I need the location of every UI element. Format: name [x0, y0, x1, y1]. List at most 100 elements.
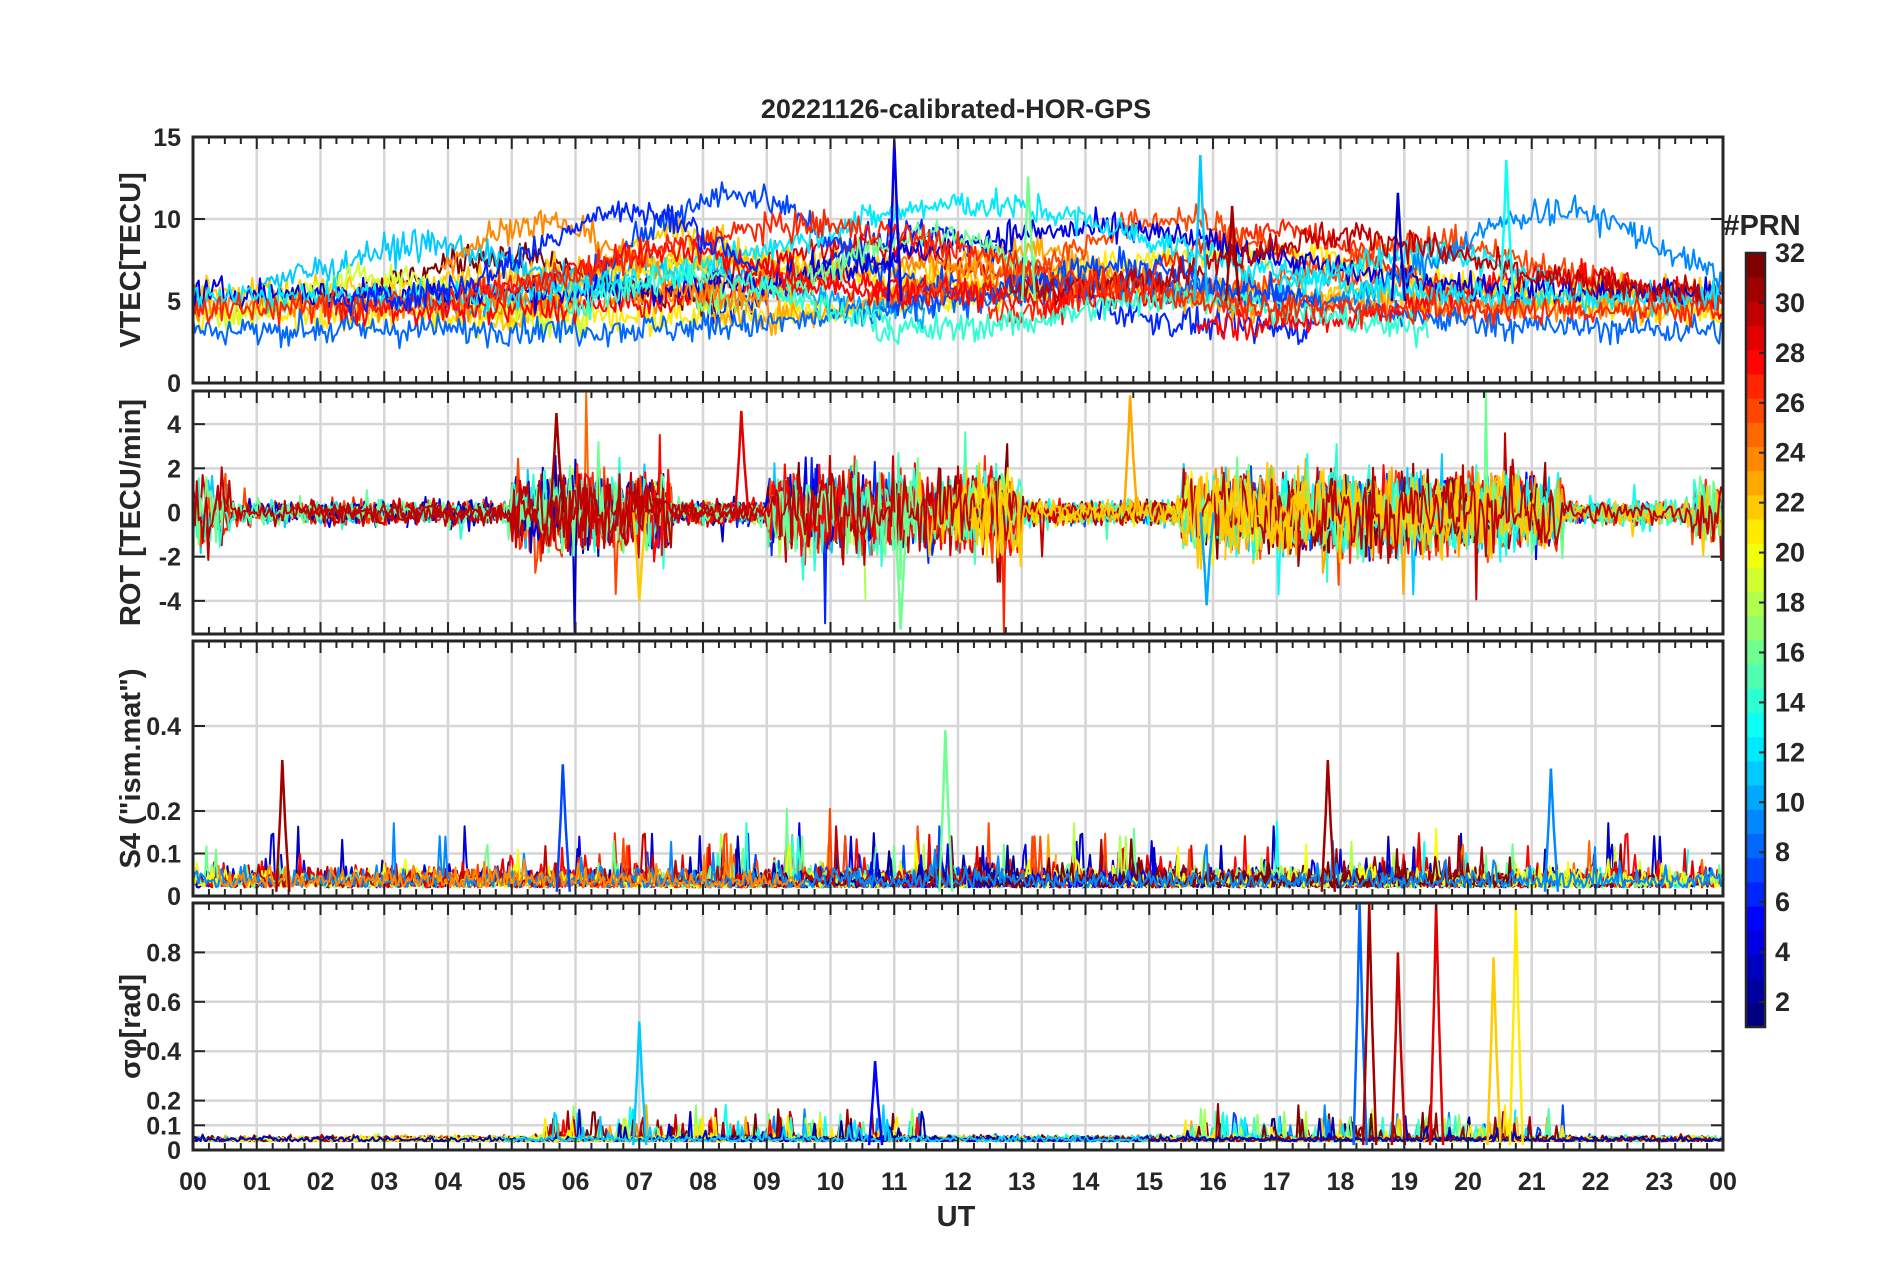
colorbar-band — [1746, 930, 1765, 955]
peak-trace-prn-22 — [632, 512, 648, 601]
panel-frame — [191, 389, 1725, 636]
colorbar-tick-label: 4 — [1775, 937, 1790, 967]
colorbar-band — [1746, 519, 1765, 544]
x-tick-label: 23 — [1645, 1168, 1673, 1196]
colorbar-band — [1746, 664, 1765, 689]
y-tick-label: -2 — [159, 544, 181, 572]
y-tick-label: 2 — [167, 455, 181, 483]
x-tick-label: 06 — [562, 1168, 590, 1196]
x-tick-label: 14 — [1072, 1168, 1100, 1196]
colorbar-band — [1746, 809, 1765, 834]
peak-trace-prn-22 — [1486, 957, 1502, 1146]
peak-trace-prn-5 — [867, 1061, 884, 1146]
peak-trace-prn-13 — [1499, 159, 1515, 302]
y-tick-label: 0.4 — [146, 1038, 181, 1066]
y-tick-label: 0.4 — [146, 713, 181, 741]
trace-prn-11 — [502, 1104, 1150, 1143]
x-tick-label: 22 — [1582, 1168, 1610, 1196]
colorbar-band — [1746, 833, 1765, 859]
y-tick-label: 0 — [167, 1137, 181, 1165]
y-axis-label-rot: ROT [TECU/min] — [115, 399, 147, 626]
x-tick-label: 00 — [1709, 1168, 1737, 1196]
colorbar-band — [1746, 688, 1765, 714]
x-axis-label: UT — [937, 1201, 976, 1233]
traces-vtec — [193, 140, 1723, 350]
peak-trace-prn-9 — [1543, 768, 1560, 892]
colorbar-band — [1746, 978, 1765, 1004]
x-tick-label: 15 — [1135, 1168, 1163, 1196]
colorbar-band — [1746, 543, 1765, 568]
y-tick-label: 0.2 — [146, 798, 181, 826]
peak-trace-prn-31 — [1361, 903, 1378, 1146]
trace-prn-14 — [564, 262, 892, 331]
x-tick-label: 00 — [179, 1168, 207, 1196]
x-axis: 00 01 02 03 04 05 06 07 08 09 10 11 12 13 14 15 16 17 18 19… — [179, 1168, 1737, 1196]
colorbar-tick-label: 26 — [1775, 388, 1805, 418]
peak-trace-prn-31 — [1224, 205, 1241, 302]
colorbar-tick-label: 10 — [1775, 787, 1805, 817]
colorbar-title: #PRN — [1723, 210, 1800, 242]
colorbar-tick-label: 12 — [1775, 737, 1805, 767]
colorbar-band — [1746, 736, 1765, 762]
peak-trace-prn-3 — [1390, 192, 1407, 302]
trace-prn-7 — [587, 181, 960, 299]
colorbar-band — [1746, 253, 1765, 278]
x-tick-label: 21 — [1518, 1168, 1546, 1196]
y-axis-label-s4: S4 ("ism.mat") — [115, 669, 147, 869]
peak-trace-prn-16 — [893, 512, 909, 630]
trace-prn-6 — [332, 200, 761, 317]
peak-trace-prn-31 — [549, 413, 565, 513]
colorbar-band — [1746, 277, 1765, 302]
colorbar-tick-label: 6 — [1775, 887, 1790, 917]
x-tick-label: 01 — [243, 1168, 271, 1196]
colorbar-tick-label: 16 — [1775, 637, 1805, 667]
trace-prn-14 — [870, 281, 1429, 349]
y-tick-label: 15 — [153, 124, 181, 152]
colorbar-tick-label: 14 — [1775, 687, 1805, 717]
colorbar-band — [1746, 398, 1765, 423]
y-tick-label: 4 — [167, 411, 181, 439]
trace-prn-9 — [1335, 194, 1723, 306]
colorbar-band — [1746, 349, 1765, 375]
colorbar-band — [1746, 567, 1765, 593]
x-tick-label: 10 — [817, 1168, 845, 1196]
x-tick-label: 18 — [1327, 1168, 1355, 1196]
x-tick-label: 08 — [689, 1168, 717, 1196]
trace-prn-9 — [193, 822, 1723, 889]
y-tick-label: 5 — [167, 288, 181, 316]
trace-prn-27 — [987, 218, 1525, 324]
x-tick-label: 16 — [1199, 1168, 1227, 1196]
y-tick-label: -4 — [159, 588, 181, 616]
colorbar-band — [1746, 760, 1765, 786]
x-tick-label: 11 — [881, 1168, 908, 1196]
y-axis-label-sigma_phi: σφ[rad] — [115, 974, 147, 1079]
peak-trace-prn-11 — [1193, 154, 1209, 302]
colorbar-band — [1746, 591, 1765, 617]
y-axis-label-vtec: VTEC[TECU] — [115, 172, 147, 348]
colorbar-band — [1746, 640, 1765, 665]
colorbar-band — [1746, 857, 1765, 883]
colorbar-tick-label: 22 — [1775, 488, 1805, 518]
colorbar-band — [1746, 373, 1765, 399]
colorbar-band — [1746, 446, 1765, 472]
x-tick-label: 13 — [1008, 1168, 1036, 1196]
y-tick-label: 0 — [167, 500, 181, 528]
colorbar-band — [1746, 470, 1765, 496]
peak-trace-prn-31 — [275, 759, 291, 892]
y-tick-label: 0.1 — [146, 1112, 181, 1140]
colorbar-band — [1746, 325, 1765, 351]
panel-frame — [191, 135, 1725, 385]
trace-prn-24 — [217, 843, 805, 889]
colorbar-tick-label: 8 — [1775, 837, 1790, 867]
peak-trace-prn-30 — [1390, 952, 1407, 1146]
trace-prn-30 — [193, 455, 1723, 566]
peak-trace-prn-7 — [555, 764, 572, 892]
colorbar-tick-label: 24 — [1775, 438, 1805, 468]
peak-trace-prn-10 — [1199, 512, 1215, 606]
colorbar-band — [1746, 422, 1765, 447]
peak-trace-prn-11 — [632, 1021, 648, 1146]
x-tick-label: 05 — [498, 1168, 526, 1196]
